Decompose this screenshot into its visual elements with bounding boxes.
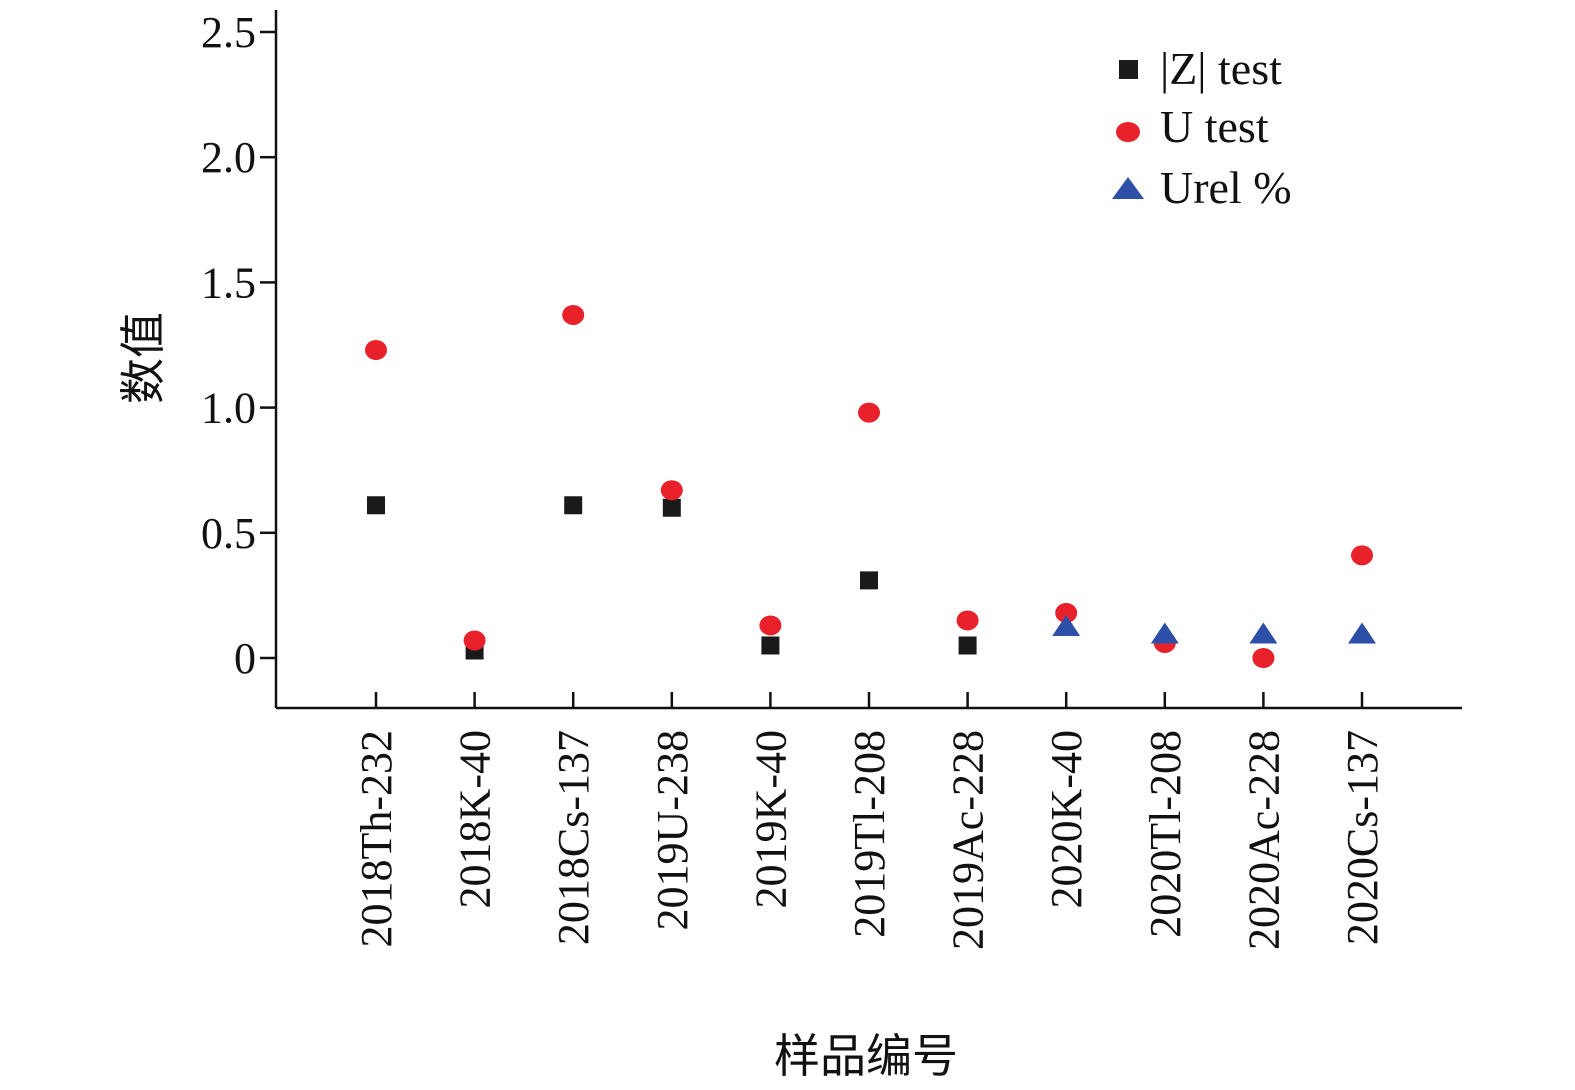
- data-point-z-test: [367, 496, 385, 515]
- legend-label-u-test: U test: [1160, 101, 1269, 152]
- y-tick-label: 2.5: [201, 8, 256, 57]
- data-point-urel: [1052, 614, 1081, 636]
- legend-item-u-test: U test: [1116, 101, 1269, 152]
- y-ticks: 0 0.5 1.0 1.5 2.0 2.5: [201, 8, 276, 683]
- data-point-u-test: [1252, 648, 1275, 668]
- data-marks: [365, 304, 1376, 668]
- x-tick-label: 2018K-40: [451, 730, 500, 908]
- data-point-u-test: [858, 402, 880, 423]
- x-ticks: 2018Th-232 2018K-40 2018Cs-137 2019U-238 201…: [352, 692, 1387, 950]
- x-tick-label: 2018Th-232: [352, 730, 401, 948]
- legend-label-urel: Urel %: [1160, 162, 1292, 213]
- x-tick-label: 2020Cs-137: [1338, 730, 1387, 945]
- x-tick-label: 2019U-238: [648, 730, 697, 930]
- data-point-u-test: [463, 630, 486, 651]
- x-tick-label: 2019K-40: [746, 730, 795, 908]
- x-tick-label: 2020Ac-228: [1239, 730, 1288, 950]
- data-point-urel: [1150, 622, 1179, 644]
- data-point-z-test: [564, 496, 583, 515]
- data-point-urel: [1348, 622, 1376, 644]
- data-point-u-test: [562, 304, 585, 325]
- data-point-urel: [1249, 622, 1278, 644]
- data-point-z-test: [761, 636, 780, 655]
- x-tick-label: 2020Tl-208: [1141, 730, 1190, 938]
- legend-circle-marker: [1116, 122, 1140, 142]
- y-tick-label: 0.5: [201, 509, 256, 558]
- data-point-z-test: [958, 636, 977, 655]
- data-point-u-test: [1351, 545, 1373, 566]
- x-tick-label: 2018Cs-137: [549, 730, 598, 945]
- legend-square-marker: [1119, 60, 1138, 79]
- legend-label-z-test: |Z| test: [1160, 43, 1282, 94]
- y-tick-label: 0: [234, 634, 256, 683]
- y-tick-label: 2.0: [201, 133, 256, 182]
- legend-triangle-marker: [1112, 177, 1144, 199]
- y-tick-label: 1.5: [201, 258, 256, 307]
- y-axis-label: 数值: [118, 312, 169, 404]
- x-axis-label: 样品编号: [774, 1031, 958, 1082]
- data-point-u-test: [365, 340, 387, 361]
- y-tick-label: 1.0: [201, 384, 256, 433]
- x-tick-label: 2020K-40: [1042, 730, 1091, 908]
- legend-item-urel: Urel %: [1112, 162, 1292, 213]
- legend: |Z| test U test Urel %: [1112, 43, 1292, 213]
- data-point-u-test: [1055, 602, 1078, 623]
- x-tick-label: 2019Ac-228: [944, 730, 993, 950]
- data-point-z-test: [860, 571, 878, 590]
- data-point-u-test: [660, 480, 683, 501]
- data-point-u-test: [956, 610, 979, 631]
- data-point-z-test: [662, 498, 681, 517]
- x-tick-label: 2019Tl-208: [845, 730, 894, 938]
- legend-item-z-test: |Z| test: [1119, 43, 1282, 94]
- data-point-u-test: [759, 615, 782, 636]
